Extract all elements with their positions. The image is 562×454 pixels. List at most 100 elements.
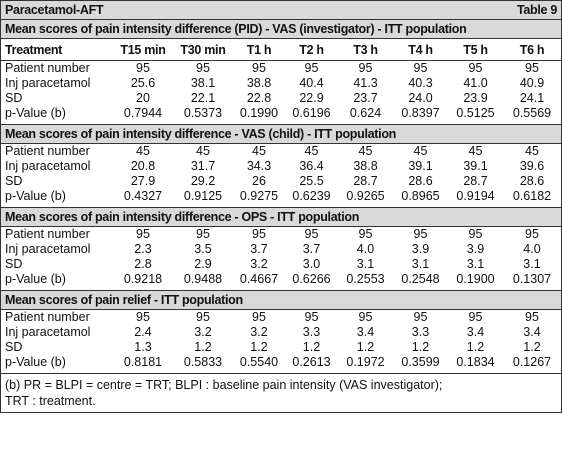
cell: 95 [413,61,428,75]
cell: 0.6239 [285,189,338,208]
column-header: T6 h [503,39,561,61]
data-row: p-Value (b) 0.9218 0.9488 0.4667 0.6266 0.255… [1,272,561,291]
section-table: Patient number 95 95 95 95 95 95 95 95 Inj parace… [1,310,561,374]
cell: 3.7 [250,242,268,256]
cell: 0.7944 [113,106,173,125]
cell: 2.8 [134,257,152,271]
row-label: Inj paracetamol [5,242,91,256]
cell: 3.7 [302,242,321,256]
column-header: T2 h [285,39,338,61]
footnote-line: (b) PR = BLPI = centre = TRT; BLPI : bas… [5,378,443,392]
cell: 4.0 [523,242,541,256]
column-header: T30 min [173,39,233,61]
row-label: SD [5,340,23,354]
cell: 4.0 [356,242,375,256]
row-label: p-Value (b) [1,189,113,208]
cell: 0.8181 [113,355,173,374]
cell: 40.9 [519,76,545,90]
row-label: Inj paracetamol [5,159,91,173]
cell: 1.2 [466,340,485,354]
cell: 34.3 [246,159,272,173]
cell: 3.4 [466,325,485,339]
data-row: SD 20 22.1 22.8 22.9 23.7 24.0 23.9 24.1 [1,91,561,106]
cell: 1.2 [356,340,375,354]
cell: 40.3 [408,76,433,90]
cell: 45 [252,144,266,158]
cell: 2.3 [134,242,152,256]
cell: 26 [252,174,266,188]
row-label: p-Value (b) [1,272,113,291]
row-label: Patient number [5,144,90,158]
cell: 0.2553 [338,272,393,291]
cell: 0.4667 [233,272,285,291]
section-title: Mean scores of pain intensity difference… [1,208,561,227]
cell: 23.7 [353,91,378,105]
cell: 0.9194 [448,189,503,208]
cell: 0.2613 [285,355,338,374]
row-label: SD [5,174,23,188]
data-row: SD 1.3 1.2 1.2 1.2 1.2 1.2 1.2 1.2 [1,340,561,355]
row-label: Patient number [5,61,90,75]
cell: 3.0 [302,257,321,271]
cell: 1.2 [194,340,212,354]
cell: 1.3 [134,340,152,354]
cell: 3.2 [194,325,212,339]
cell: 3.1 [356,257,375,271]
column-header: T15 min [113,39,173,61]
cell: 3.1 [523,257,541,271]
cell: 27.9 [130,174,156,188]
cell: 0.1834 [448,355,503,374]
cell: 45 [304,144,319,158]
cell: 95 [358,310,373,324]
cell: 0.9218 [113,272,173,291]
cell: 0.5833 [173,355,233,374]
data-row: Patient number 95 95 95 95 95 95 95 95 [1,61,561,77]
cell: 0.2548 [393,272,448,291]
cell: 22.1 [190,91,216,105]
cell: 95 [525,61,539,75]
data-row: Inj paracetamol 25.6 38.1 38.8 40.4 41.3 40.3 4… [1,76,561,91]
column-header: Treatment [1,39,113,61]
cell: 95 [136,310,150,324]
cell: 40.4 [299,76,324,90]
cell: 0.5373 [173,106,233,125]
row-label: SD [5,91,23,105]
cell: 95 [196,310,210,324]
cell: 0.8397 [393,106,448,125]
cell: 3.4 [523,325,541,339]
data-row: Inj paracetamol 20.8 31.7 34.3 36.4 38.8 39.1 3… [1,159,561,174]
cell: 28.6 [519,174,545,188]
cell: 0.9125 [173,189,233,208]
cell: 3.1 [466,257,485,271]
row-label: p-Value (b) [1,355,113,374]
row-label: SD [5,257,23,271]
cell: 1.2 [250,340,268,354]
column-header: T5 h [448,39,503,61]
cell: 0.8965 [393,189,448,208]
section-title: Mean scores of pain intensity difference… [1,20,561,39]
cell: 3.5 [194,242,212,256]
cell: 3.3 [411,325,430,339]
row-label: p-Value (b) [1,106,113,125]
cell: 0.1307 [503,272,561,291]
cell: 95 [252,227,266,241]
cell: 25.6 [130,76,156,90]
cell: 1.2 [302,340,321,354]
cell: 0.4327 [113,189,173,208]
cell: 0.6266 [285,272,338,291]
data-row: Patient number 45 45 45 45 45 45 45 45 [1,144,561,159]
cell: 0.5125 [448,106,503,125]
cell: 95 [304,310,319,324]
cell: 95 [304,61,319,75]
data-row: p-Value (b) 0.7944 0.5373 0.1990 0.6196 0.624… [1,106,561,125]
section-table: Patient number 45 45 45 45 45 45 45 45 Inj parace… [1,144,561,208]
cell: 95 [252,61,266,75]
cell: 39.1 [408,159,433,173]
cell: 45 [358,144,373,158]
cell: 95 [136,227,150,241]
data-row: p-Value (b) 0.8181 0.5833 0.5540 0.2613 0.197… [1,355,561,374]
cell: 2.4 [134,325,152,339]
cell: 45 [525,144,539,158]
